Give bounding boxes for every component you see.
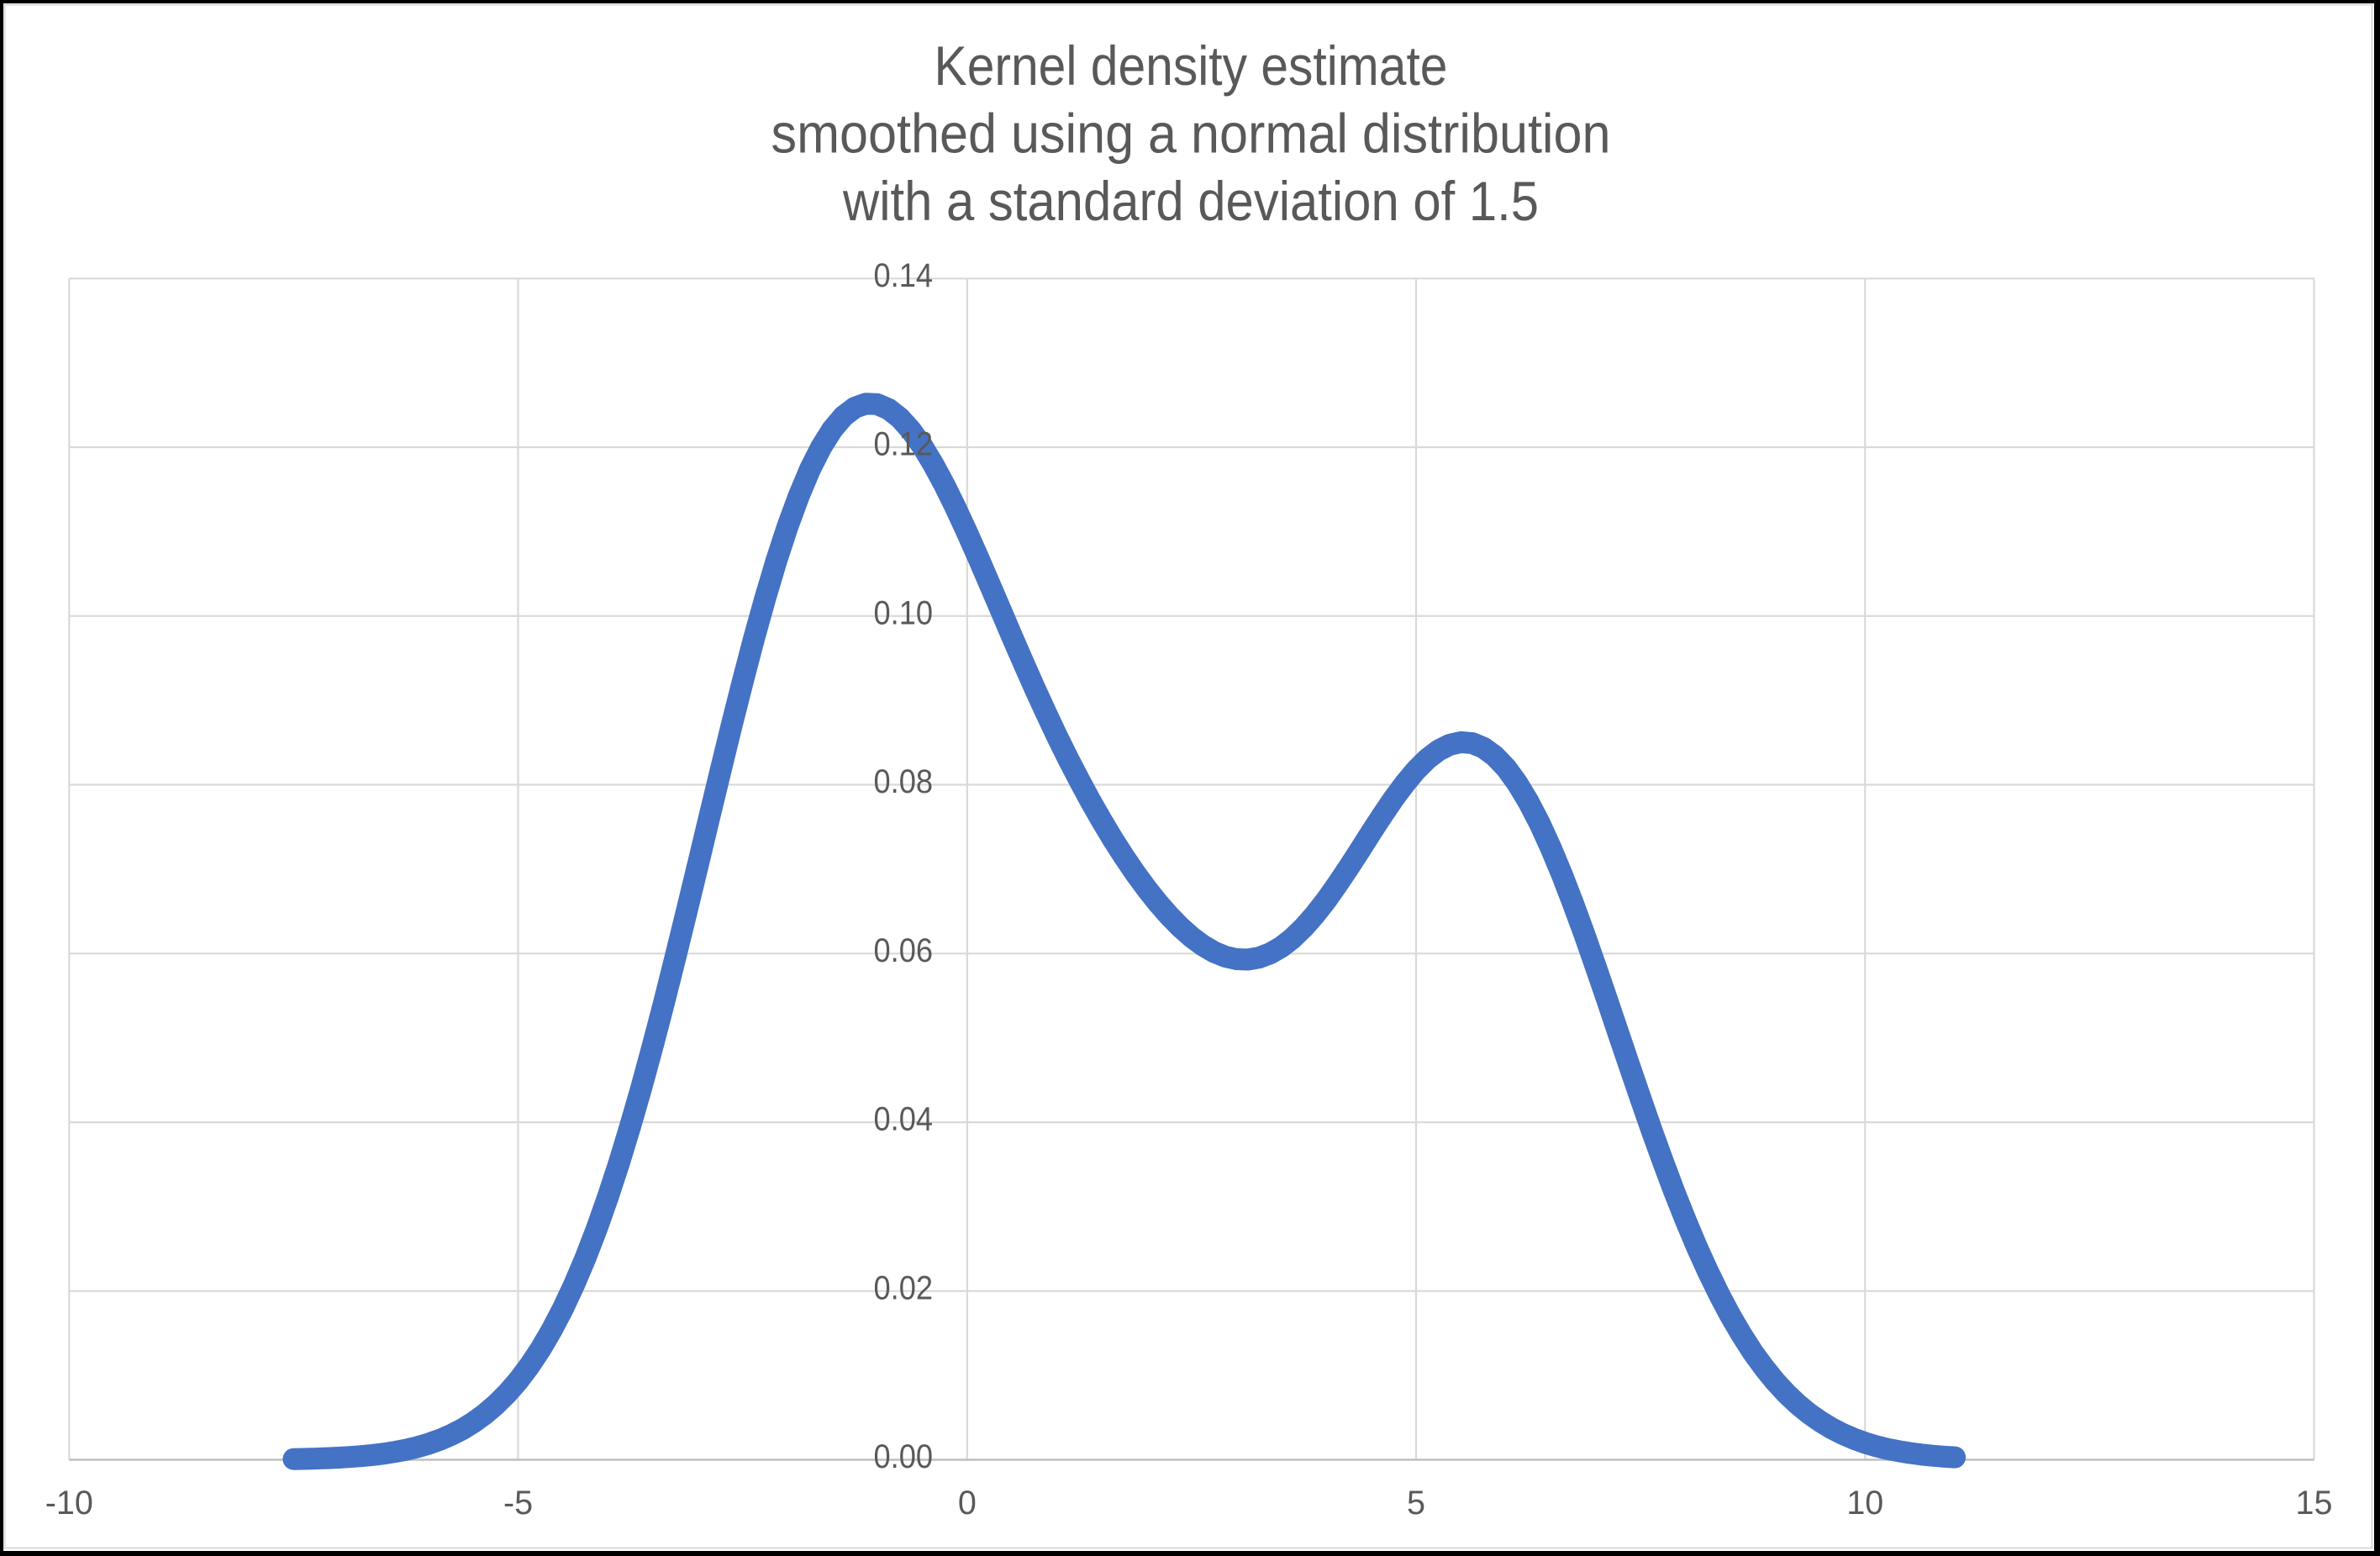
svg-text:0.12: 0.12: [874, 426, 934, 463]
svg-text:0: 0: [958, 1485, 977, 1522]
svg-text:15: 15: [2296, 1485, 2333, 1522]
svg-text:Kernel density estimate: Kernel density estimate: [935, 34, 1448, 97]
svg-text:0.06: 0.06: [874, 932, 934, 969]
svg-text:0.08: 0.08: [874, 763, 934, 800]
svg-text:smoothed using a normal distri: smoothed using a normal distribution: [771, 103, 1611, 165]
svg-text:with a standard deviation of 1: with a standard deviation of 1.5: [842, 170, 1539, 232]
svg-text:-5: -5: [503, 1485, 533, 1522]
svg-text:0.14: 0.14: [874, 257, 934, 294]
svg-text:-10: -10: [45, 1485, 93, 1522]
svg-text:0.02: 0.02: [874, 1269, 934, 1306]
svg-text:10: 10: [1846, 1485, 1883, 1522]
svg-text:0.04: 0.04: [874, 1101, 934, 1138]
svg-text:5: 5: [1407, 1485, 1425, 1522]
svg-text:0.00: 0.00: [874, 1438, 934, 1475]
svg-text:0.10: 0.10: [874, 594, 934, 631]
